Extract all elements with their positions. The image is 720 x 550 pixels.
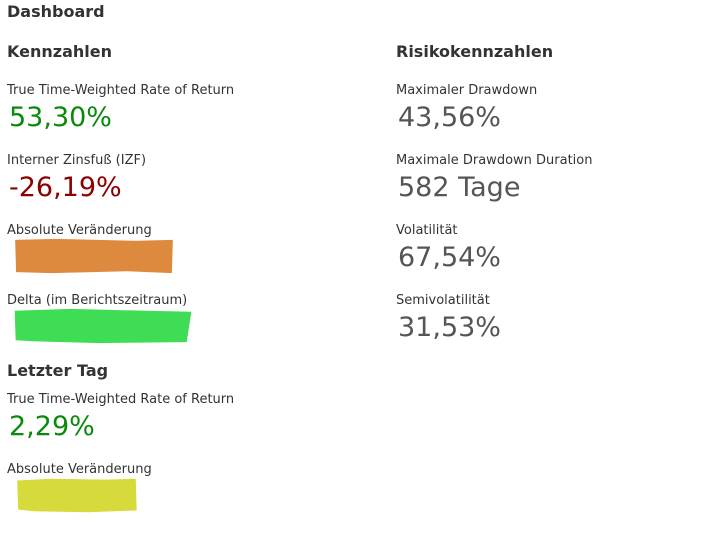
last-day-absolute-change-label: Absolute Veränderung: [7, 462, 152, 477]
delta-label: Delta (im Berichtszeitraum): [7, 293, 188, 308]
izf-label: Interner Zinsfuß (IZF): [7, 153, 147, 168]
redacted-absolute-change-value: [15, 238, 173, 274]
risiko-title: Risikokennzahlen: [396, 42, 554, 61]
metric-delta[interactable]: Delta (im Berichtszeitraum): [7, 293, 387, 363]
metric-last-day-ttwror[interactable]: True Time-Weighted Rate of Return 2,29%: [7, 392, 387, 462]
ttwror-label: True Time-Weighted Rate of Return: [7, 83, 235, 98]
metric-absolute-change[interactable]: Absolute Veränderung: [7, 223, 387, 293]
letzter-tag-section: Letzter Tag True Time-Weighted Rate of R…: [7, 361, 387, 532]
redacted-last-day-absolute-change-value: [17, 478, 137, 513]
metric-volatility[interactable]: Volatilität 67,54%: [396, 223, 716, 293]
absolute-change-label: Absolute Veränderung: [7, 223, 152, 238]
max-drawdown-label: Maximaler Drawdown: [396, 83, 538, 98]
page-title: Dashboard: [7, 2, 105, 21]
max-drawdown-value: 43,56%: [398, 102, 501, 133]
redacted-delta-value: [14, 308, 192, 344]
last-day-ttwror-value: 2,29%: [9, 411, 95, 442]
izf-value: -26,19%: [9, 172, 122, 203]
kennzahlen-section: Kennzahlen True Time-Weighted Rate of Re…: [7, 42, 387, 363]
ttwror-value: 53,30%: [9, 102, 112, 133]
volatility-label: Volatilität: [396, 223, 458, 238]
volatility-value: 67,54%: [398, 242, 501, 273]
metric-last-day-absolute-change[interactable]: Absolute Veränderung: [7, 462, 387, 532]
risikokennzahlen-section: Risikokennzahlen Maximaler Drawdown 43,5…: [396, 42, 716, 363]
metric-izf[interactable]: Interner Zinsfuß (IZF) -26,19%: [7, 153, 387, 223]
max-drawdown-duration-label: Maximale Drawdown Duration: [396, 153, 593, 168]
metric-ttwror[interactable]: True Time-Weighted Rate of Return 53,30%: [7, 83, 387, 153]
kennzahlen-title: Kennzahlen: [7, 42, 112, 61]
metric-max-drawdown[interactable]: Maximaler Drawdown 43,56%: [396, 83, 716, 153]
last-day-ttwror-label: True Time-Weighted Rate of Return: [7, 392, 235, 407]
metric-max-drawdown-duration[interactable]: Maximale Drawdown Duration 582 Tage: [396, 153, 716, 223]
semivolatility-label: Semivolatilität: [396, 293, 490, 308]
semivolatility-value: 31,53%: [398, 312, 501, 343]
max-drawdown-duration-value: 582 Tage: [398, 172, 521, 203]
letzter-tag-title: Letzter Tag: [7, 361, 109, 380]
metric-semivolatility[interactable]: Semivolatilität 31,53%: [396, 293, 716, 363]
